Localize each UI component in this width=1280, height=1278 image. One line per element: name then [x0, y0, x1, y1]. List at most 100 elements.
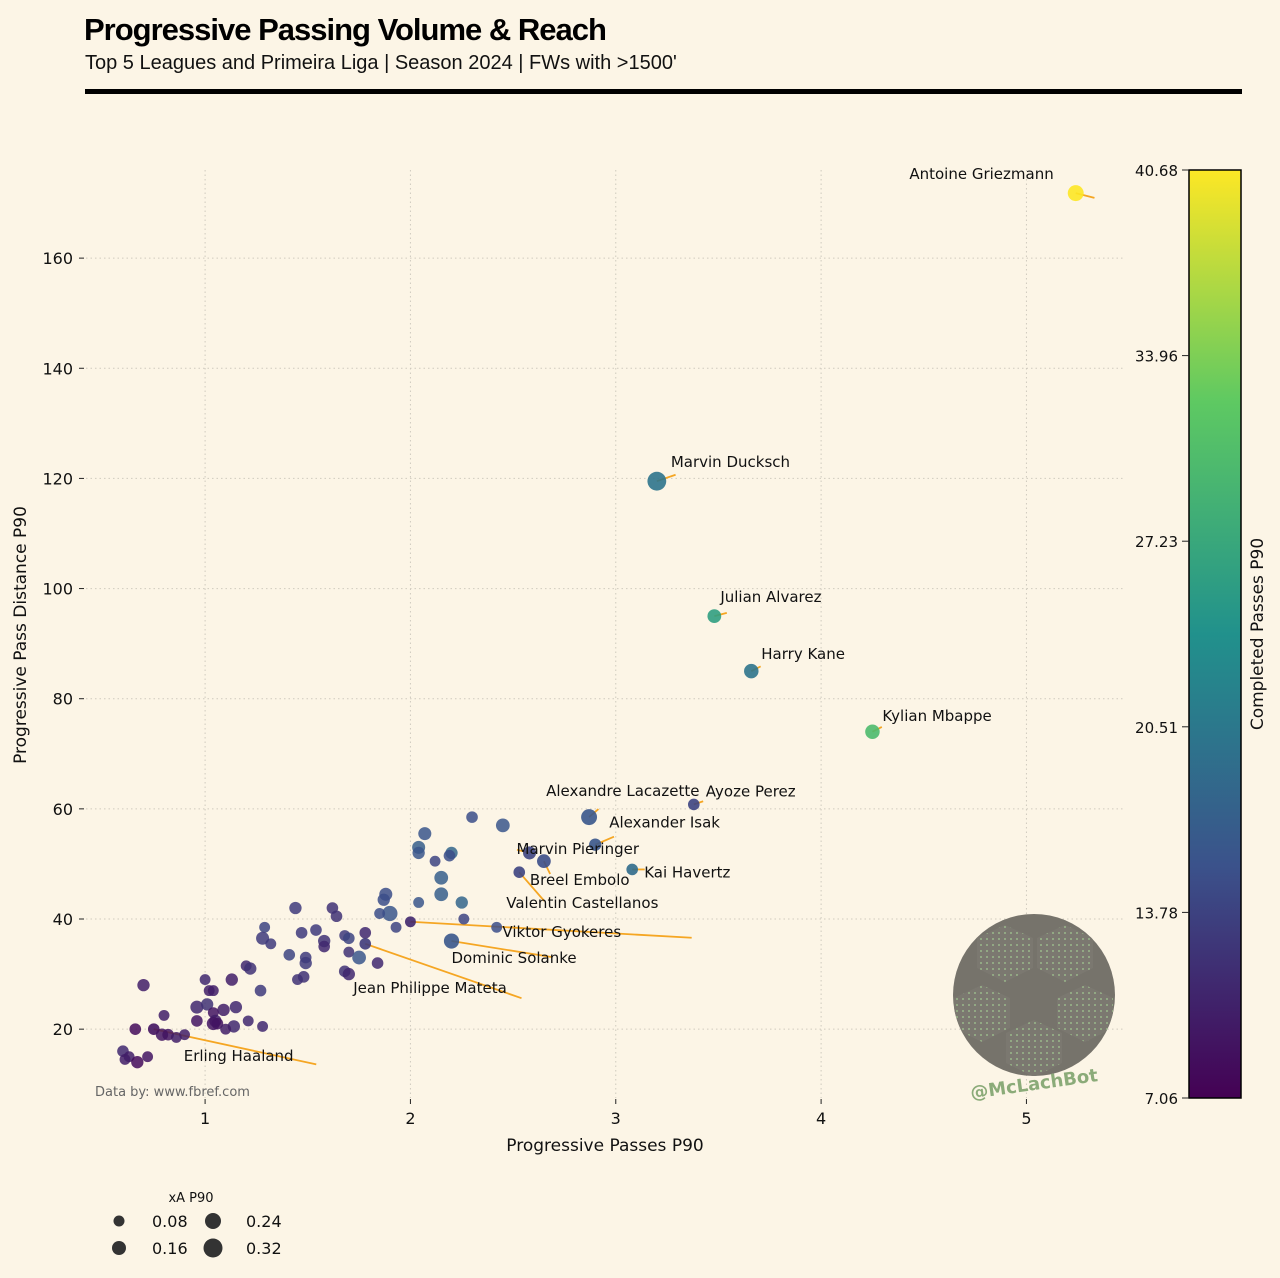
highlighted-point [744, 663, 759, 679]
data-points [117, 185, 1084, 1069]
point-label: Antoine Griezmann [909, 165, 1053, 183]
scatter-point [371, 957, 384, 969]
point-label: Viktor Gyokeres [502, 923, 621, 941]
y-tick-label: 160 [42, 249, 73, 268]
x-tick-label: 2 [405, 1109, 415, 1128]
scatter-point [413, 897, 425, 908]
scatter-point [229, 1000, 243, 1014]
scatter-point [495, 818, 510, 833]
leader-line [364, 942, 522, 1000]
x-tick-label: 5 [1021, 1109, 1031, 1128]
scatter-point [254, 984, 267, 997]
scatter-point [390, 921, 402, 933]
y-tick-label: 100 [42, 580, 73, 599]
grid [86, 170, 1125, 1098]
point-label: Erling Haaland [184, 1047, 294, 1065]
scatter-point [225, 973, 238, 986]
point-label: Dominic Solanke [451, 949, 576, 967]
soccer-ball-logo-icon [953, 914, 1115, 1076]
scatter-point [377, 893, 390, 906]
highlighted-point [404, 916, 416, 928]
highlighted-point [443, 933, 460, 949]
size-legend-value: 0.32 [246, 1239, 282, 1258]
x-tick-label: 4 [816, 1109, 826, 1128]
size-legend: xA P90 0.08 0.16 0.24 0.32 [112, 1191, 282, 1258]
scatter-point [466, 811, 478, 823]
scatter-point [491, 921, 503, 933]
scatter-point [244, 962, 257, 975]
highlighted-point [513, 866, 526, 878]
point-label: Harry Kane [761, 645, 845, 663]
x-tick-label: 3 [611, 1109, 621, 1128]
scatter-point [359, 926, 372, 939]
highlighted-point [1067, 185, 1084, 202]
y-tick-label: 80 [53, 690, 73, 709]
scatter-point [455, 896, 468, 909]
scatter-point [289, 901, 302, 915]
scatter-point [412, 846, 425, 860]
scatter-point [217, 1003, 230, 1017]
highlighted-point [359, 937, 372, 950]
size-legend-title: xA P90 [168, 1191, 213, 1206]
header-rule [85, 89, 1242, 94]
colorbar-tick-label: 27.23 [1135, 533, 1178, 551]
scatter-point [190, 1000, 204, 1014]
y-tick-label: 140 [42, 359, 73, 378]
scatter-point [299, 956, 312, 970]
scatter-point [330, 910, 343, 923]
size-legend-marker [205, 1213, 221, 1229]
highlighted-point [626, 863, 638, 876]
size-legend-value: 0.24 [246, 1212, 282, 1231]
scatter-point [158, 1009, 170, 1021]
highlighted-point [523, 846, 537, 860]
scatter-point [259, 921, 271, 933]
y-tick-label: 40 [53, 910, 73, 929]
scatter-point [418, 827, 432, 841]
scatter-point [200, 998, 214, 1011]
scatter-point [434, 887, 449, 902]
scatter-point [352, 950, 366, 965]
size-legend-marker [112, 1241, 126, 1255]
scatter-point [443, 849, 456, 862]
scatter-point [179, 1029, 191, 1041]
y-tick-label: 120 [42, 469, 73, 488]
highlighted-point [581, 809, 598, 826]
scatter-point [318, 940, 330, 953]
size-legend-value: 0.08 [152, 1212, 188, 1231]
scatter-point [458, 913, 470, 925]
scatter-point [131, 1056, 144, 1069]
colorbar-ticks: 40.68 33.96 27.23 20.51 13.78 7.06 [1135, 162, 1189, 1108]
point-label: Ayoze Perez [706, 782, 796, 800]
scatter-point [283, 949, 296, 961]
scatter-point [295, 926, 308, 939]
scatter-point [242, 1015, 254, 1027]
point-label: Jean Philippe Mateta [352, 979, 507, 997]
highlighted-point [147, 1023, 160, 1035]
point-label: Breel Embolo [530, 871, 630, 889]
point-label: Marvin Pieringer [517, 840, 640, 858]
size-legend-marker [113, 1215, 125, 1227]
point-label: Kai Havertz [644, 863, 730, 881]
scatter-point [310, 924, 322, 936]
scatter-point [207, 985, 219, 997]
point-label: Alexander Isak [609, 814, 720, 832]
scatter-point [382, 905, 398, 922]
colorbar-tick-label: 7.06 [1145, 1090, 1178, 1108]
colorbar-tick-label: 40.68 [1135, 162, 1178, 180]
scatter-point [257, 1020, 269, 1032]
point-label: Alexandre Lacazette [546, 782, 699, 800]
point-label: Julian Alvarez [719, 588, 821, 606]
source-note: Data by: www.fbref.com [95, 1085, 250, 1100]
scatter-point [123, 1051, 135, 1063]
x-axis-label: Progressive Passes P90 [506, 1136, 703, 1156]
scatter-point [343, 946, 355, 958]
leader-line [410, 920, 692, 939]
leader-lines [153, 192, 1095, 1066]
axes: 1 2 3 4 5 20 40 60 80 100 120 140 160 [42, 249, 1031, 1128]
scatter-point [142, 1051, 154, 1063]
highlighted-point [647, 471, 667, 491]
highlighted-point [687, 798, 700, 811]
highlighted-point [589, 838, 602, 851]
highlighted-point [865, 724, 880, 739]
